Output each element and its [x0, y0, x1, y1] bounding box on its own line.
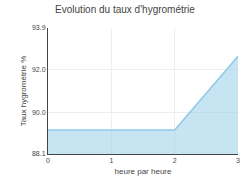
- svg-text:3: 3: [236, 157, 240, 164]
- svg-text:93.9: 93.9: [32, 24, 46, 31]
- svg-text:Taux hygrométrie %: Taux hygrométrie %: [19, 56, 28, 127]
- svg-text:Evolution du taux d'hygrométri: Evolution du taux d'hygrométrie: [55, 4, 195, 15]
- svg-text:2: 2: [173, 157, 177, 164]
- svg-text:0: 0: [46, 157, 50, 164]
- svg-text:heure par heure: heure par heure: [115, 167, 172, 176]
- svg-text:90.0: 90.0: [32, 109, 46, 116]
- svg-text:1: 1: [109, 157, 113, 164]
- svg-text:92.0: 92.0: [32, 66, 46, 73]
- svg-text:88.1: 88.1: [32, 150, 46, 157]
